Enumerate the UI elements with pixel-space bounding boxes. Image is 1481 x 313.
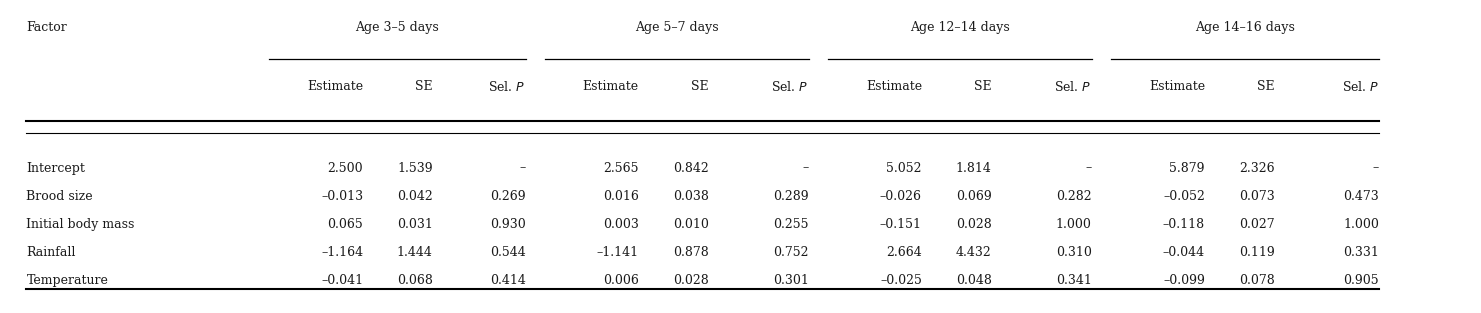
Text: 0.414: 0.414 [490, 274, 526, 287]
Text: 0.119: 0.119 [1240, 246, 1275, 259]
Text: –0.025: –0.025 [880, 274, 921, 287]
Text: –: – [803, 162, 809, 175]
Text: 2.664: 2.664 [886, 246, 921, 259]
Text: 1.444: 1.444 [397, 246, 432, 259]
Text: 0.031: 0.031 [397, 218, 432, 231]
Text: 0.038: 0.038 [672, 190, 708, 203]
Text: Factor: Factor [27, 21, 67, 34]
Text: 5.052: 5.052 [887, 162, 921, 175]
Text: 0.878: 0.878 [672, 246, 708, 259]
Text: –0.052: –0.052 [1163, 190, 1206, 203]
Text: 0.068: 0.068 [397, 274, 432, 287]
Text: 1.000: 1.000 [1343, 218, 1379, 231]
Text: 2.326: 2.326 [1240, 162, 1275, 175]
Text: –0.041: –0.041 [321, 274, 363, 287]
Text: 0.289: 0.289 [773, 190, 809, 203]
Text: 0.073: 0.073 [1240, 190, 1275, 203]
Text: 0.048: 0.048 [955, 274, 992, 287]
Text: Age 5–7 days: Age 5–7 days [635, 21, 718, 34]
Text: –0.044: –0.044 [1163, 246, 1206, 259]
Text: Estimate: Estimate [866, 80, 921, 93]
Text: –0.026: –0.026 [880, 190, 921, 203]
Text: 0.310: 0.310 [1056, 246, 1091, 259]
Text: Age 12–14 days: Age 12–14 days [909, 21, 1010, 34]
Text: 0.282: 0.282 [1056, 190, 1091, 203]
Text: 0.341: 0.341 [1056, 274, 1091, 287]
Text: –: – [1373, 162, 1379, 175]
Text: Sel. $\mathit{P}$: Sel. $\mathit{P}$ [772, 80, 809, 94]
Text: SE: SE [1257, 80, 1275, 93]
Text: 0.544: 0.544 [490, 246, 526, 259]
Text: 0.003: 0.003 [603, 218, 638, 231]
Text: 0.028: 0.028 [672, 274, 708, 287]
Text: 0.065: 0.065 [327, 218, 363, 231]
Text: 0.752: 0.752 [773, 246, 809, 259]
Text: 0.331: 0.331 [1343, 246, 1379, 259]
Text: 1.000: 1.000 [1056, 218, 1091, 231]
Text: Estimate: Estimate [1149, 80, 1206, 93]
Text: SE: SE [692, 80, 708, 93]
Text: 0.301: 0.301 [773, 274, 809, 287]
Text: 0.042: 0.042 [397, 190, 432, 203]
Text: Estimate: Estimate [307, 80, 363, 93]
Text: 1.814: 1.814 [955, 162, 992, 175]
Text: Sel. $\mathit{P}$: Sel. $\mathit{P}$ [489, 80, 526, 94]
Text: 0.473: 0.473 [1343, 190, 1379, 203]
Text: –: – [1086, 162, 1091, 175]
Text: 0.905: 0.905 [1343, 274, 1379, 287]
Text: 0.027: 0.027 [1240, 218, 1275, 231]
Text: Intercept: Intercept [27, 162, 86, 175]
Text: Brood size: Brood size [27, 190, 93, 203]
Text: Temperature: Temperature [27, 274, 108, 287]
Text: –0.118: –0.118 [1163, 218, 1206, 231]
Text: –1.141: –1.141 [597, 246, 638, 259]
Text: 0.842: 0.842 [672, 162, 708, 175]
Text: 4.432: 4.432 [955, 246, 992, 259]
Text: –0.099: –0.099 [1163, 274, 1206, 287]
Text: 2.565: 2.565 [603, 162, 638, 175]
Text: Age 14–16 days: Age 14–16 days [1195, 21, 1294, 34]
Text: 0.010: 0.010 [672, 218, 708, 231]
Text: 0.255: 0.255 [773, 218, 809, 231]
Text: 0.930: 0.930 [490, 218, 526, 231]
Text: Age 3–5 days: Age 3–5 days [355, 21, 440, 34]
Text: Sel. $\mathit{P}$: Sel. $\mathit{P}$ [1054, 80, 1091, 94]
Text: 0.269: 0.269 [490, 190, 526, 203]
Text: Initial body mass: Initial body mass [27, 218, 135, 231]
Text: –0.151: –0.151 [880, 218, 921, 231]
Text: 1.539: 1.539 [397, 162, 432, 175]
Text: SE: SE [415, 80, 432, 93]
Text: 5.879: 5.879 [1170, 162, 1206, 175]
Text: 0.078: 0.078 [1240, 274, 1275, 287]
Text: Estimate: Estimate [584, 80, 638, 93]
Text: SE: SE [974, 80, 992, 93]
Text: 0.006: 0.006 [603, 274, 638, 287]
Text: 0.016: 0.016 [603, 190, 638, 203]
Text: –: – [520, 162, 526, 175]
Text: Rainfall: Rainfall [27, 246, 76, 259]
Text: –0.013: –0.013 [321, 190, 363, 203]
Text: –1.164: –1.164 [321, 246, 363, 259]
Text: 0.069: 0.069 [955, 190, 992, 203]
Text: 2.500: 2.500 [327, 162, 363, 175]
Text: Sel. $\mathit{P}$: Sel. $\mathit{P}$ [1342, 80, 1379, 94]
Text: 0.028: 0.028 [955, 218, 992, 231]
